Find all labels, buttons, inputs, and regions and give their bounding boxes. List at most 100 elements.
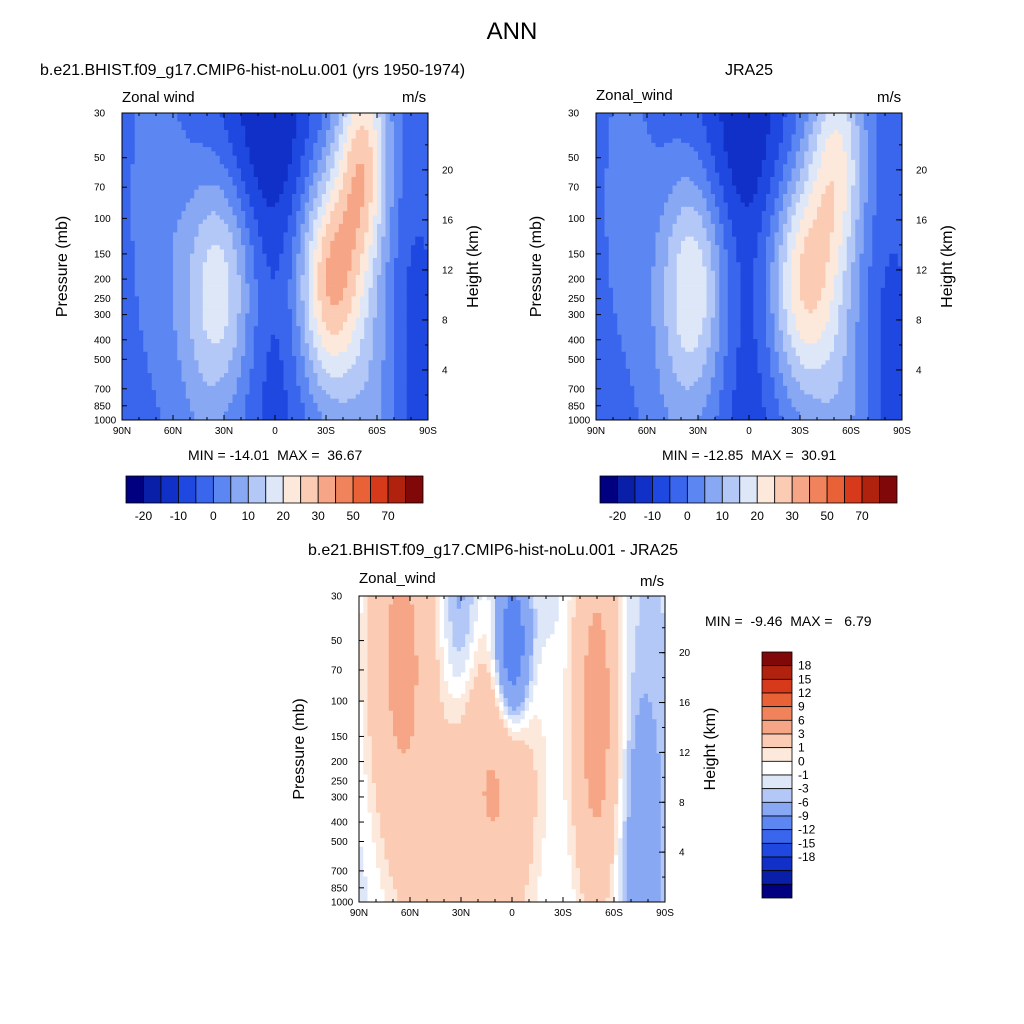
contour-cell [160,287,166,293]
contour-cell [134,343,140,349]
contour-cell [406,287,412,293]
contour-cell [317,215,323,221]
contour-cell [343,398,348,404]
contour-cell [368,351,374,357]
contour-cell [394,326,399,332]
contour-cell [355,377,361,383]
contour-cell [283,402,289,408]
contour-cell [279,189,285,195]
contour-cell [173,338,178,344]
contour-cell [402,223,408,229]
contour-cell [181,223,187,229]
contour-cell [292,198,297,204]
contour-cell [381,223,387,229]
contour-cell [304,240,310,246]
contour-cell [134,172,140,178]
contour-cell [236,142,242,148]
contour-cell [402,125,408,131]
contour-cell [415,138,421,144]
contour-cell [406,317,412,323]
contour-cell [411,176,416,182]
contour-cell [253,159,259,165]
contour-cell [177,138,183,144]
contour-cell [181,407,187,413]
contour-cell [253,330,259,336]
contour-cell [219,373,225,378]
contour-cell [168,121,174,127]
contour-cell [215,236,221,242]
contour-cell [313,330,319,336]
contour-cell [126,262,132,268]
contour-cell [330,313,336,319]
contour-cell [411,172,416,178]
contour-cell [164,125,170,131]
contour-cell [385,257,391,263]
contour-cell [338,304,344,310]
contour-cell [241,240,246,246]
contour-cell [232,385,238,391]
contour-cell [338,309,344,314]
contour-cell [347,117,353,123]
contour-cell [198,407,204,413]
contour-cell [419,270,425,276]
contour-cell [164,334,170,340]
contour-cell [377,176,382,182]
contour-cell [270,155,276,161]
contour-cell [343,381,348,387]
contour-cell [283,368,289,374]
contour-cell [334,351,340,357]
contour-cell [283,130,289,135]
contour-cell [275,385,280,391]
contour-cell [296,147,302,152]
contour-cell [156,228,161,233]
contour-cell [219,360,225,366]
contour-cell [394,360,399,366]
contour-cell [207,181,212,187]
contour-cell [202,168,208,174]
contour-cell [419,257,425,263]
contour-cell [326,317,331,323]
contour-cell [236,130,242,135]
contour-cell [283,172,289,178]
contour-cell [317,356,323,361]
contour-cell [313,125,319,131]
contour-cell [185,377,191,383]
contour-cell [283,202,289,208]
contour-cell [139,206,144,212]
contour-cell [156,390,161,396]
contour-cell [330,223,336,229]
contour-cell [134,168,140,174]
contour-cell [287,385,293,391]
contour-cell [317,317,323,323]
contour-cell [253,206,259,212]
contour-cell [279,219,285,225]
contour-cell [411,202,416,208]
contour-cell [330,245,336,251]
contour-cell [160,125,166,131]
contour-cell [296,275,302,280]
contour-cell [253,134,259,140]
contour-cell [253,321,259,327]
contour-cell [219,398,225,404]
contour-cell [139,347,144,353]
contour-cell [313,164,319,170]
contour-cell [309,164,314,170]
contour-cell [173,364,178,370]
contour-cell [224,211,229,216]
contour-cell [275,394,280,400]
contour-cell [275,300,280,306]
contour-cell [194,334,200,340]
contour-cell [173,168,178,174]
contour-cell [122,279,127,285]
contour-cell [402,334,408,340]
contour-cell [232,292,238,297]
contour-cell [211,287,217,293]
contour-cell [164,117,170,123]
contour-cell [249,351,255,357]
contour-cell [321,279,327,285]
contour-cell [270,317,276,323]
contour-cell [262,253,268,259]
contour-cell [326,347,331,353]
contour-cell [364,402,370,408]
contour-cell [270,172,276,178]
